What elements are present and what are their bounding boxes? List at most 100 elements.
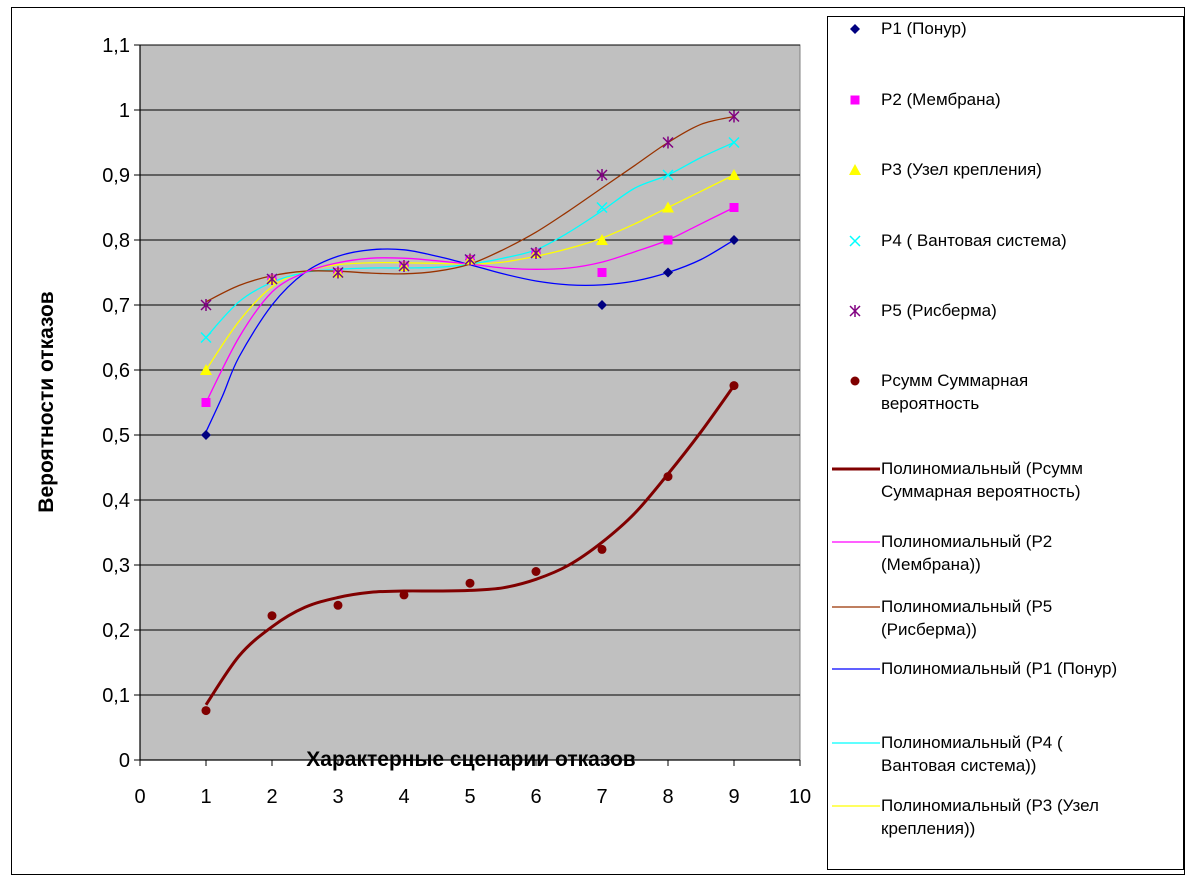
data-point-circle [729,381,739,391]
x-tick-label: 3 [332,786,343,808]
y-tick-label: 1 [119,100,130,122]
data-point-circle [850,376,860,386]
legend-label: Полиномиальный (Pсумм Суммарная вероятно… [881,459,1083,501]
data-point-x [662,169,674,181]
data-point-triangle [849,164,861,175]
y-tick-label: 0,6 [102,360,130,382]
data-point-star [200,299,212,311]
marker-stroke [596,201,608,214]
x-tick-label: 0 [134,786,145,808]
x-tick-label: 8 [662,786,673,808]
data-point-x [200,331,212,344]
legend-label: Pсумм Суммарная вероятность [881,371,1029,413]
data-point-triangle [662,201,674,213]
y-tick-label: 1,1 [102,35,130,57]
x-tick-label: 10 [789,786,811,808]
plot-background [139,44,801,761]
data-point-diamond [850,24,860,34]
data-points [200,110,740,716]
trendline [204,384,736,706]
data-point-triangle [200,364,212,375]
x-tick-label: 6 [530,786,541,808]
data-point-x [596,201,608,214]
data-point-square [201,398,211,407]
data-point-square [597,268,607,277]
data-point-star [332,266,344,279]
x-axis-title: Характерные сценарии отказов [306,748,636,771]
data-point-square [663,235,673,245]
legend-symbol [832,541,880,543]
data-point-star [530,247,542,259]
x-tick-label: 4 [398,786,409,808]
legend-label: P1 (Понур) [881,19,967,38]
marker-stroke [200,331,212,344]
legend-label: Полиномиальный (P2 (Мембрана)) [881,532,1053,574]
data-point-circle [399,590,409,600]
legend-symbol [832,467,880,471]
data-point-circle [597,544,607,554]
x-tick-label: 5 [464,786,475,808]
data-point-diamond [663,267,673,278]
y-tick-label: 0,9 [102,165,130,187]
legend-symbol [832,742,880,744]
legend-label: Полиномиальный (P1 (Понур) [881,659,1118,678]
legend-label: P4 ( Вантовая система) [881,231,1067,250]
legend-symbol [849,164,861,175]
x-tick-label: 7 [596,786,607,808]
legend-label: P3 (Узел крепления) [881,160,1042,179]
data-point-circle [531,567,541,576]
legend-label: Полиномиальный (P3 (Узел крепления)) [881,796,1099,838]
data-point-triangle [596,234,608,245]
x-tick-label: 1 [200,786,211,808]
legend-symbol [849,305,861,317]
y-tick-label: 0 [119,750,130,772]
marker-stroke [849,235,861,247]
data-point-circle [333,600,343,610]
y-tick-label: 0,5 [102,425,130,447]
trendline [205,239,735,433]
y-tick-label: 0,4 [102,490,130,512]
legend-symbol [849,235,861,247]
data-point-square [729,203,739,212]
x-tick-label: 9 [728,786,739,808]
data-point-circle [201,706,211,716]
x-tick-label: 2 [266,786,277,808]
y-tick-label: 0,3 [102,555,130,577]
marker-stroke [662,169,674,181]
legend-label: P5 (Рисберма) [881,301,997,320]
data-point-star [398,260,410,272]
data-point-star [464,253,476,266]
data-point-circle [663,472,673,482]
legend-label: Полиномиальный (P5 (Рисберма)) [881,597,1053,639]
legend-label: P2 (Мембрана) [881,90,1001,109]
legend-label: Полиномиальный (P4 ( Вантовая система)) [881,733,1063,775]
data-point-triangle [728,169,740,180]
data-point-x [728,136,740,149]
data-point-diamond [729,235,739,245]
y-tick-label: 0,8 [102,230,130,252]
data-point-circle [267,611,277,621]
marker-stroke [728,136,740,149]
chart-canvas: 0 0,1 0,2 0,3 0,4 0,5 0,6 0,7 0,8 0,9 1 1,1 0 1 2 3 4 5 6 7… [35,35,811,808]
y-axis-title: Вероятности отказов [35,291,58,512]
data-point-square [850,95,860,105]
plot-area: 0 0,1 0,2 0,3 0,4 0,5 0,6 0,7 0,8 0,9 1 1,1 0 1 2 3 4 5 6 7… [102,35,811,808]
data-point-diamond [597,300,607,310]
legend-symbol [850,376,860,386]
data-point-x [849,235,861,247]
data-point-star [849,305,861,317]
data-point-star [266,273,278,285]
legend-symbol [832,668,880,670]
data-point-star [728,110,740,123]
legend-symbol [832,606,880,608]
legend-symbol [850,95,860,105]
legend-symbol [850,24,860,34]
data-point-star [662,136,674,149]
y-tick-label: 0,1 [102,685,130,707]
legend-symbol [832,805,880,807]
data-point-star [596,169,608,181]
data-point-diamond [201,430,211,440]
y-tick-label: 0,2 [102,620,130,642]
data-point-circle [465,578,475,588]
y-tick-label: 0,7 [102,295,130,317]
